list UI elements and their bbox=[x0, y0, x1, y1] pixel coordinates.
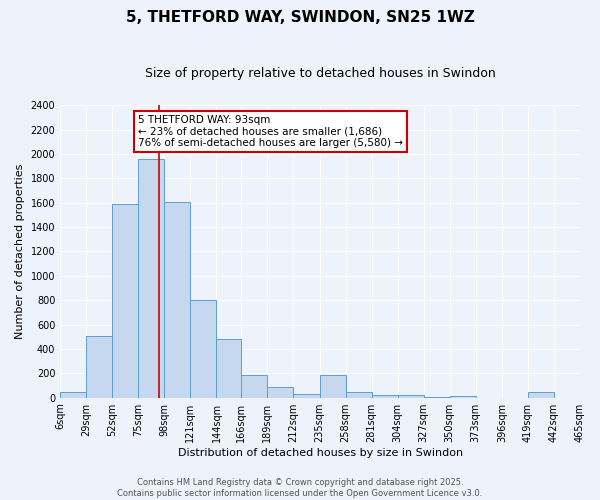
Text: 5 THETFORD WAY: 93sqm
← 23% of detached houses are smaller (1,686)
76% of semi-d: 5 THETFORD WAY: 93sqm ← 23% of detached … bbox=[139, 115, 403, 148]
Bar bbox=[241, 374, 268, 398]
Title: Size of property relative to detached houses in Swindon: Size of property relative to detached ho… bbox=[145, 68, 496, 80]
Bar bbox=[424, 397, 450, 398]
Bar bbox=[112, 204, 139, 398]
Bar bbox=[217, 339, 241, 398]
Bar bbox=[268, 386, 293, 398]
Bar bbox=[450, 396, 476, 398]
Bar bbox=[293, 394, 320, 398]
Bar bbox=[346, 392, 371, 398]
Bar bbox=[164, 202, 190, 398]
Text: Contains HM Land Registry data © Crown copyright and database right 2025.
Contai: Contains HM Land Registry data © Crown c… bbox=[118, 478, 482, 498]
X-axis label: Distribution of detached houses by size in Swindon: Distribution of detached houses by size … bbox=[178, 448, 463, 458]
Bar bbox=[86, 336, 112, 398]
Bar bbox=[190, 300, 217, 398]
Bar bbox=[371, 396, 398, 398]
Bar bbox=[139, 159, 164, 398]
Bar bbox=[60, 392, 86, 398]
Y-axis label: Number of detached properties: Number of detached properties bbox=[15, 164, 25, 339]
Bar bbox=[398, 396, 424, 398]
Bar bbox=[320, 374, 346, 398]
Bar bbox=[528, 392, 554, 398]
Text: 5, THETFORD WAY, SWINDON, SN25 1WZ: 5, THETFORD WAY, SWINDON, SN25 1WZ bbox=[125, 10, 475, 25]
